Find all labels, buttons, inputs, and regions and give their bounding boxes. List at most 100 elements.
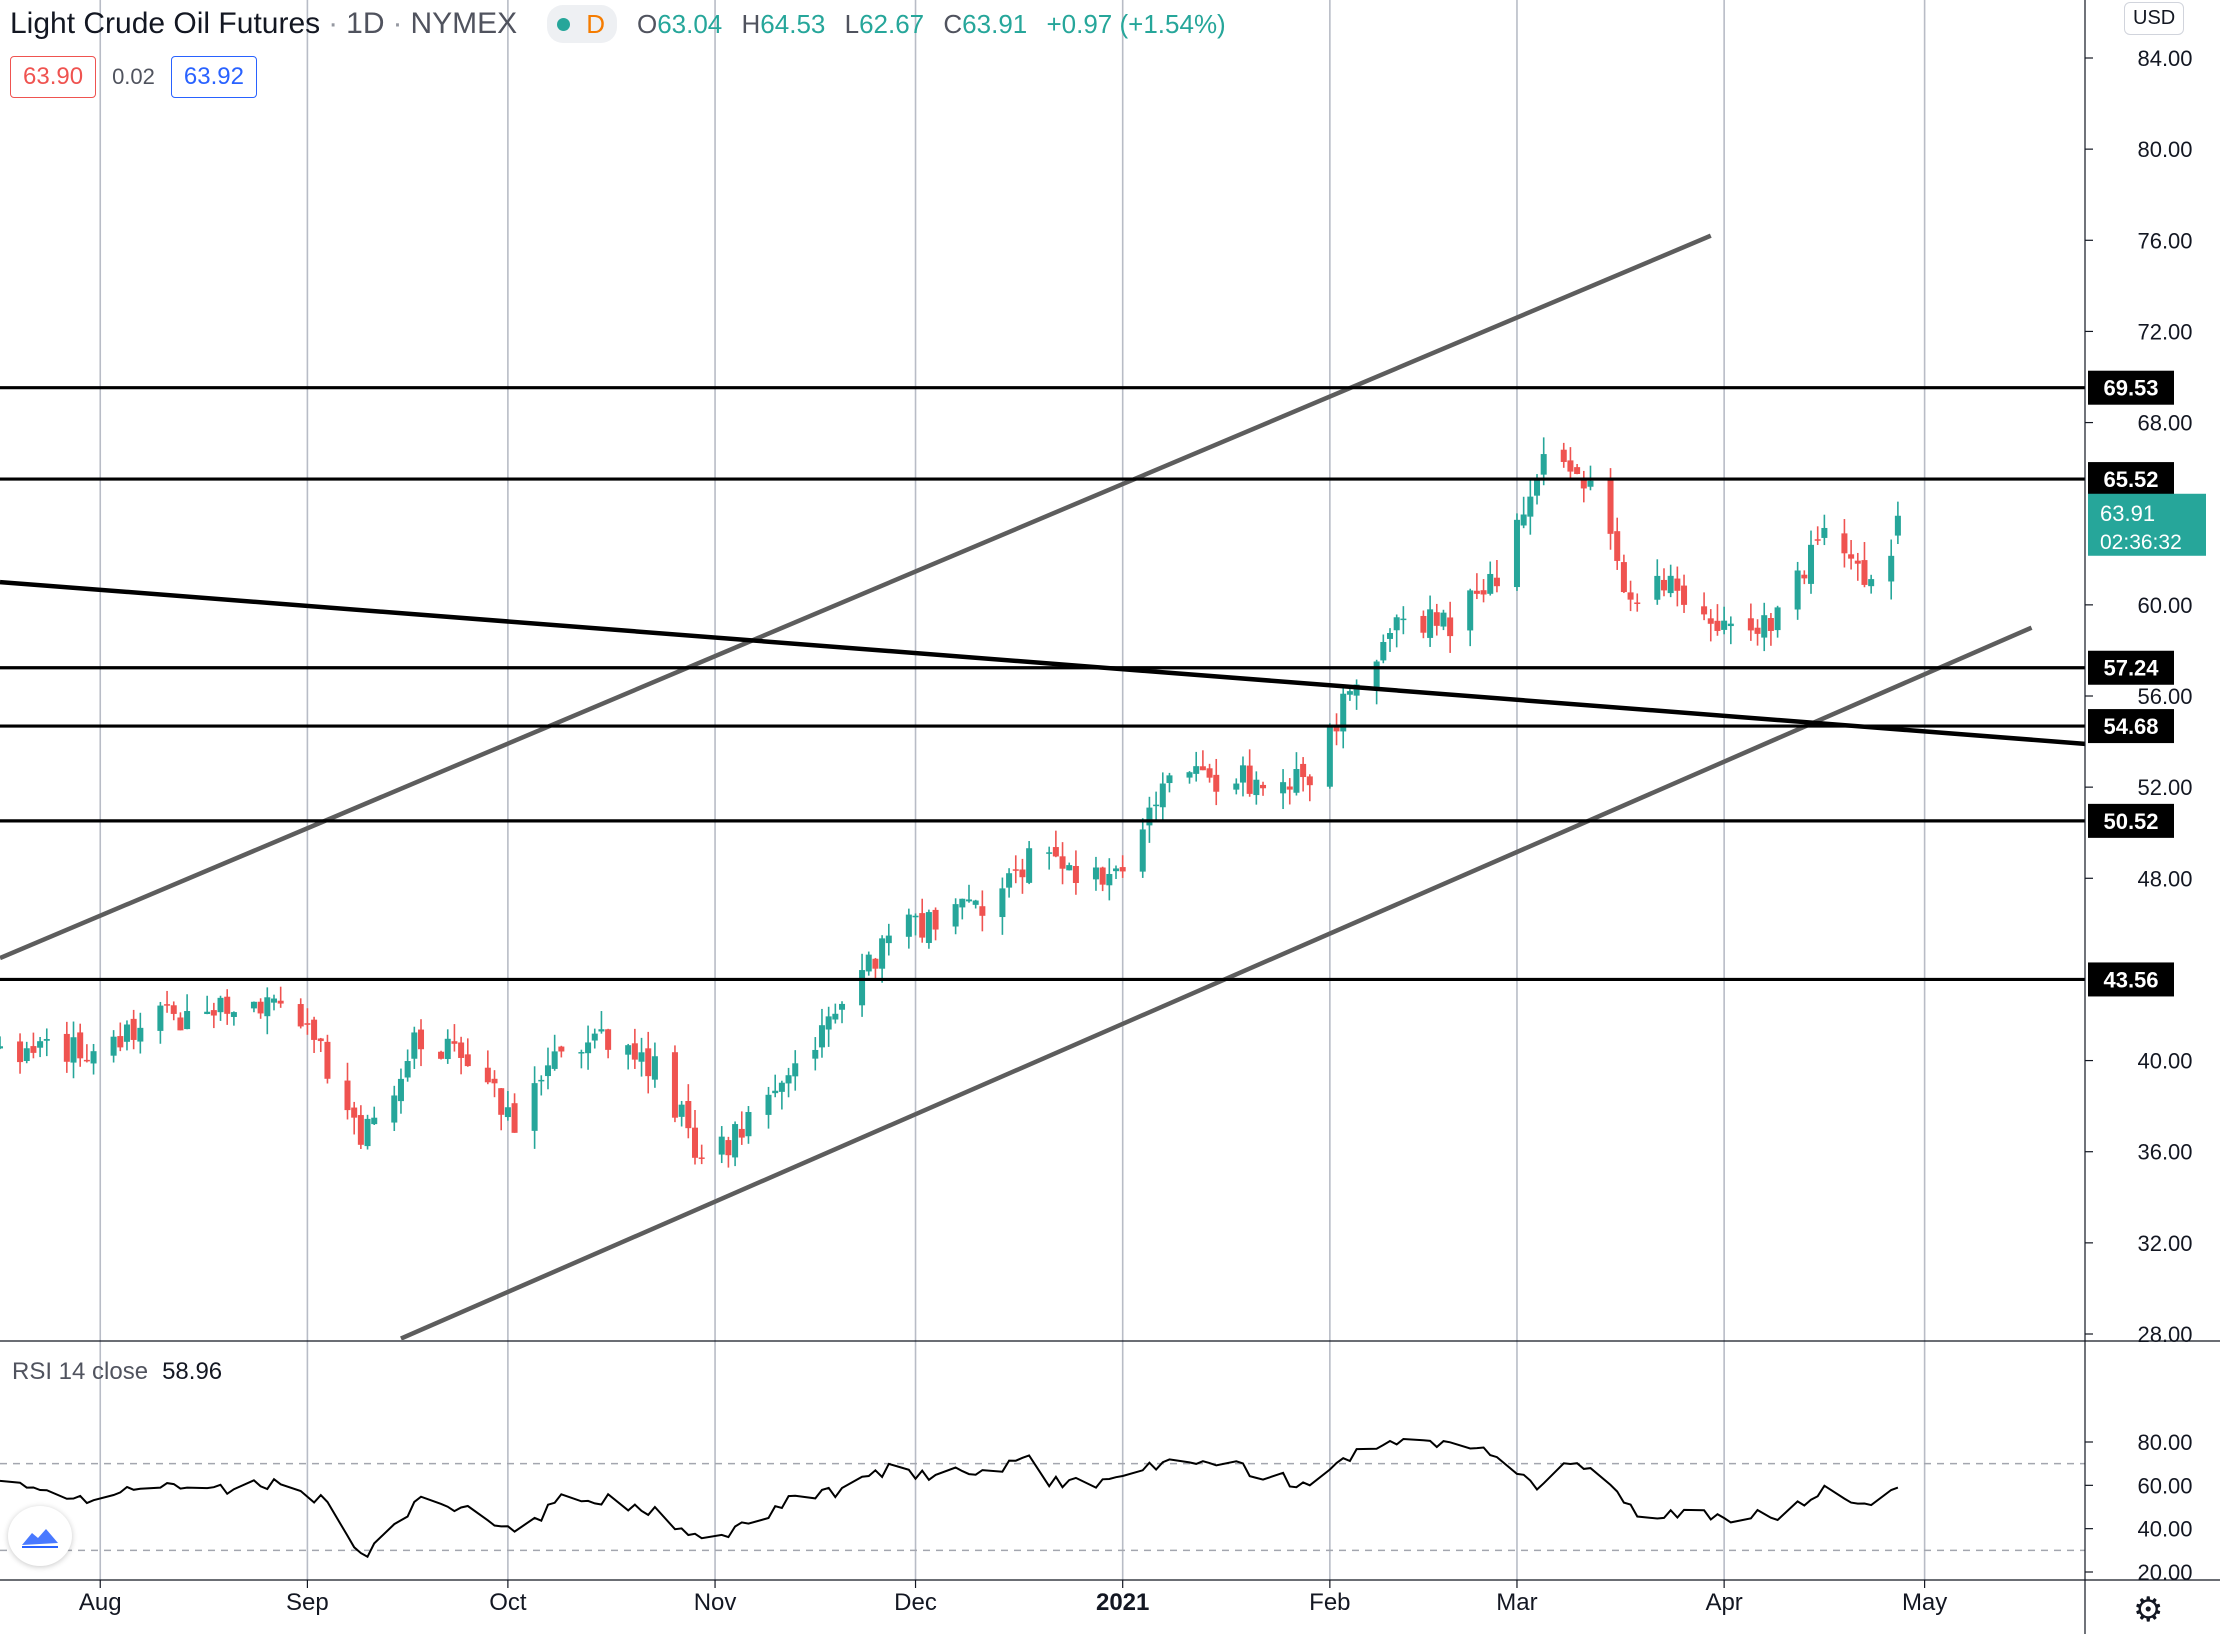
low-value: 62.67 — [859, 8, 925, 39]
candle-down — [464, 1054, 471, 1067]
candle-down — [738, 1128, 745, 1138]
candle-up — [250, 1001, 257, 1009]
candle-up — [1346, 691, 1353, 695]
candle-up — [1888, 555, 1895, 582]
candle-up — [1106, 873, 1113, 886]
candle-down — [177, 1017, 184, 1031]
candle-down — [164, 1004, 171, 1006]
candle-up — [905, 914, 912, 937]
candle-up — [1006, 873, 1013, 888]
candle-up — [859, 970, 866, 1006]
candle-down — [130, 1018, 137, 1040]
ohlc-values: O63.04 H64.53 L62.67 C63.91 +0.97 (+1.54… — [637, 9, 1238, 40]
candle-down — [311, 1019, 318, 1040]
rsi-value: 58.96 — [162, 1358, 223, 1385]
time-tick-label: 2021 — [1096, 1589, 1149, 1616]
market-status-badge[interactable]: D — [547, 5, 617, 43]
high-label: H — [741, 8, 761, 39]
level-label: 57.24 — [2103, 656, 2159, 681]
candle-down — [1767, 618, 1774, 631]
candle-up — [1153, 804, 1160, 807]
level-label-box — [2088, 962, 2174, 997]
time-tick-label: Mar — [1496, 1589, 1537, 1616]
candle-down — [979, 906, 986, 916]
candle-down — [698, 1157, 705, 1159]
vertical-gridlines — [99, 0, 1926, 1580]
level-label-box — [2088, 462, 2174, 497]
candle-down — [872, 958, 879, 969]
candle-up — [598, 1029, 605, 1032]
candle-up — [1066, 865, 1073, 871]
rsi-line — [0, 1437, 1899, 1559]
legend-separator: · — [328, 7, 339, 40]
candle-down — [558, 1046, 565, 1052]
candle-down — [1801, 574, 1808, 579]
candle-down — [418, 1029, 425, 1050]
trendline-descending — [0, 579, 2085, 747]
bid-button[interactable]: 63.90 — [10, 56, 97, 98]
candle-down — [1714, 620, 1721, 631]
candle-up — [1393, 617, 1400, 631]
candle-up — [1380, 641, 1387, 661]
candle-up — [204, 1011, 211, 1015]
candle-up — [1513, 519, 1520, 588]
level-label: 50.52 — [2103, 809, 2158, 834]
currency-button[interactable]: USD — [2124, 2, 2185, 35]
candle-down — [1433, 612, 1440, 626]
level-label: 43.56 — [2103, 967, 2158, 992]
candle-up — [1386, 633, 1394, 639]
candle-down — [30, 1046, 37, 1053]
candle-up — [832, 1013, 839, 1020]
candle-up — [865, 954, 872, 972]
candle-down — [1199, 766, 1206, 771]
candle-down — [691, 1127, 699, 1158]
candle-up — [397, 1078, 404, 1102]
change-value: +0.97 (+1.54%) — [1046, 8, 1226, 39]
candle-down — [1072, 865, 1079, 884]
tradingview-logo-icon[interactable] — [8, 1506, 72, 1566]
delayed-badge-label: D — [586, 8, 605, 39]
price-tick-label: 40.00 — [2137, 1049, 2192, 1074]
candle-down — [1814, 539, 1821, 541]
rsi-legend[interactable]: RSI 14 close 58.96 — [12, 1358, 222, 1386]
price-tick-label: 56.00 — [2137, 684, 2192, 709]
candle-up — [1193, 766, 1200, 774]
candle-down — [1260, 784, 1267, 789]
candle-up — [1527, 496, 1534, 517]
ask-button[interactable]: 63.92 — [170, 56, 257, 98]
level-label: 69.53 — [2103, 376, 2158, 401]
candle-up — [1326, 727, 1333, 787]
candle-up — [70, 1037, 77, 1063]
candle-down — [351, 1107, 358, 1118]
candle-up — [785, 1075, 792, 1084]
symbol-legend[interactable]: Light Crude Oil Futures · 1D · NYMEX D O… — [10, 2, 1238, 46]
candle-up — [1794, 570, 1801, 610]
candle-down — [1099, 867, 1106, 885]
candle-up — [217, 997, 224, 1013]
candle-up — [1159, 783, 1166, 808]
candle-up — [885, 935, 892, 944]
candle-down — [1747, 618, 1754, 631]
candle-up — [1233, 783, 1240, 790]
candle-up — [1146, 807, 1153, 826]
candle-up — [90, 1051, 97, 1064]
candle-up — [1761, 615, 1768, 638]
price-tick-label: 84.00 — [2137, 46, 2192, 71]
candle-up — [952, 904, 959, 927]
candle-down — [210, 1010, 217, 1016]
candlestick-series — [0, 437, 1901, 1168]
open-value: 63.04 — [657, 8, 723, 39]
candle-up — [585, 1042, 592, 1054]
candle-down — [83, 1059, 90, 1062]
candle-up — [1894, 515, 1901, 536]
candle-up — [1427, 609, 1434, 638]
candle-up — [638, 1052, 645, 1062]
settings-gear-icon[interactable]: ⚙ — [2133, 1591, 2164, 1629]
close-label: C — [943, 8, 963, 39]
rsi-tick-label: 20.00 — [2137, 1560, 2192, 1585]
candle-up — [544, 1065, 551, 1077]
candle-down — [344, 1080, 351, 1111]
candle-up — [1774, 607, 1781, 631]
